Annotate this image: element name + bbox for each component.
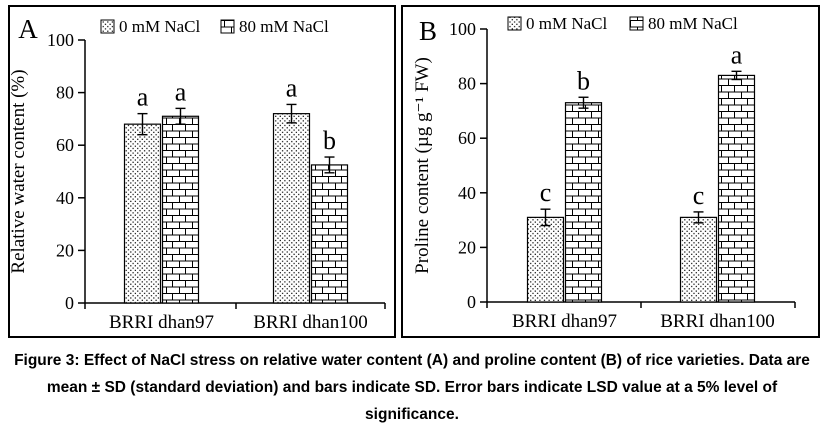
y-tick-label: 60: [458, 128, 476, 148]
legend-swatch-dots: [100, 19, 115, 34]
y-tick-label: 100: [449, 19, 476, 39]
y-axis-title: Proline content (µg g⁻¹ FW): [412, 57, 433, 274]
panel-label: B: [419, 16, 437, 46]
legend-label: 80 mM NaCl: [648, 14, 738, 33]
significance-letter: a: [137, 83, 149, 112]
y-tick-label: 100: [47, 30, 74, 50]
significance-letter: a: [175, 77, 187, 106]
category-label: BRRI dhan100: [660, 311, 775, 332]
significance-letter: a: [731, 40, 743, 69]
bar: [161, 115, 200, 304]
legend-label: 80 mM NaCl: [239, 17, 329, 36]
panel-a-chart: 0 20 40 60 80 100 0 mM NaCl 80 mM NaCl a a BRRI dh…: [8, 5, 396, 338]
y-tick-label: 20: [458, 237, 476, 257]
bar: [123, 123, 162, 304]
bar: [310, 164, 349, 304]
y-tick-label: 20: [56, 240, 74, 260]
bar: [679, 216, 718, 303]
bar: [717, 74, 756, 303]
figure-caption: Figure 3: Effect of NaCl stress on relat…: [14, 352, 810, 424]
panel-b-chart: 0 20 40 60 80 100 0 mM NaCl 80 mM NaCl c b BRRI dh…: [401, 5, 820, 338]
significance-letter: c: [540, 178, 552, 207]
significance-letter: b: [577, 66, 590, 95]
y-tick-label: 0: [467, 292, 476, 312]
legend-label: 0 mM NaCl: [119, 17, 201, 36]
category-label: BRRI dhan97: [512, 311, 617, 332]
y-tick-label: 40: [458, 183, 476, 203]
bar: [526, 216, 565, 303]
category-label: BRRI dhan100: [253, 312, 368, 333]
bar: [272, 113, 311, 304]
legend-swatch-bricks: [220, 19, 235, 34]
y-axis-title: Relative water content (%): [10, 69, 29, 273]
bar: [564, 102, 603, 303]
panel-label: A: [18, 14, 38, 44]
significance-letter: b: [323, 126, 336, 155]
y-tick-label: 0: [65, 293, 74, 313]
y-tick-label: 60: [56, 135, 74, 155]
y-tick-label: 80: [56, 83, 74, 103]
significance-letter: a: [286, 73, 298, 102]
y-tick-label: 80: [458, 74, 476, 94]
y-tick-label: 40: [56, 188, 74, 208]
legend-swatch-bricks: [629, 16, 644, 31]
panel-b-svg: 0 20 40 60 80 100 0 mM NaCl 80 mM NaCl c b BRRI dh…: [412, 14, 796, 332]
significance-letter: c: [693, 181, 705, 210]
legend-swatch-dots: [507, 16, 522, 31]
category-label: BRRI dhan97: [109, 312, 214, 333]
legend-label: 0 mM NaCl: [526, 14, 608, 33]
